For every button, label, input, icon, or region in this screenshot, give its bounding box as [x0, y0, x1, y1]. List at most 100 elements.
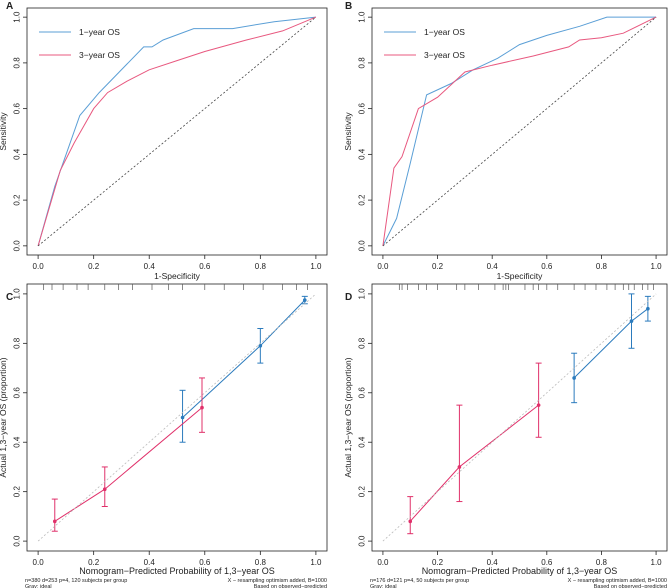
x-axis-title: Nomogram−Predicted Probability of 1,3−ye…	[79, 566, 275, 576]
plot-area	[37, 284, 317, 542]
footnote-right: X − resampling optimism added, B=1000	[228, 578, 327, 584]
legend-label: 3−year OS	[79, 50, 120, 60]
y-tick-label: 1.0	[12, 288, 21, 300]
data-point	[408, 519, 413, 524]
x-tick-label: 0.0	[377, 558, 389, 567]
x-tick-label: 0.8	[596, 262, 608, 271]
y-tick-label: 0.4	[357, 436, 366, 448]
panel-a: A 0.0 0.2 0.4 0.6 0.8 1.0 0.0 0.2 0.4 0.6 0.8 1.0 1-S…	[0, 1, 328, 281]
y-tick-label: 0.6	[12, 103, 21, 115]
y-tick-label: 0.0	[12, 535, 21, 547]
x-tick-label: 0.2	[432, 262, 444, 271]
y-tick-label: 1.0	[12, 11, 21, 23]
x-tick-label: 0.6	[199, 262, 211, 271]
plot-frame	[371, 283, 668, 552]
y-tick-label: 0.2	[357, 486, 366, 498]
series-line	[409, 404, 539, 522]
y-tick-label: 0.8	[357, 57, 366, 69]
footnote-left-2: Gray: ideal	[25, 584, 52, 588]
y-axis-title: Actual 1,3−year OS (proportion)	[343, 357, 353, 477]
y-tick-label: 0.2	[12, 486, 21, 498]
x-tick-label: 1.0	[651, 262, 663, 271]
data-point	[180, 415, 185, 420]
data-point	[572, 376, 576, 380]
panel-b: B 0.0 0.2 0.4 0.6 0.8 1.0 0.0 0.2 0.4 0.6 0.8 1.0 1-S…	[343, 1, 668, 281]
panel-d: D 0.0 0.2 0.4 0.6 0.8 1.0 0.0 0.2 0.4 0.6 0.8 1.0 Nom…	[343, 283, 668, 588]
data-point	[200, 405, 204, 410]
footnote-right-2: Based on observed−predicted	[254, 584, 327, 588]
ideal-line	[382, 293, 657, 542]
data-point	[102, 487, 107, 491]
panel-letter: B	[345, 1, 352, 12]
data-point	[52, 519, 57, 524]
y-tick-label: 0.0	[12, 240, 21, 252]
x-tick-label: 0.2	[88, 558, 100, 567]
x-tick-label: 0.8	[596, 558, 608, 567]
footnote-right: X − resampling optimism added, B=1000	[568, 578, 667, 584]
x-tick-label: 0.6	[541, 558, 553, 567]
x-tick-label: 0.4	[144, 558, 156, 567]
footnote-right-2: Based on observed−predicted	[594, 584, 667, 588]
y-tick-label: 0.0	[357, 535, 366, 547]
x-tick-label: 0.2	[432, 558, 444, 567]
x-tick-label: 1.0	[310, 558, 322, 567]
x-axis-title: 1-Specificity	[154, 271, 201, 281]
y-tick-label: 0.0	[357, 240, 366, 252]
data-point	[646, 306, 650, 311]
plot-area	[382, 284, 657, 542]
panel-letter: D	[345, 292, 352, 303]
y-tick-label: 0.4	[357, 148, 366, 160]
y-tick-label: 0.2	[12, 194, 21, 206]
series-line	[382, 16, 657, 246]
y-tick-label: 0.6	[357, 387, 366, 399]
reference-diagonal	[382, 16, 657, 247]
y-tick-label: 0.6	[12, 387, 21, 399]
data-point	[536, 403, 541, 407]
plot-area	[37, 16, 317, 247]
series-line	[37, 16, 317, 247]
series-line	[54, 407, 203, 522]
x-tick-label: 0.0	[33, 262, 45, 271]
series-line	[37, 16, 316, 247]
y-tick-label: 0.4	[12, 148, 21, 160]
y-tick-label: 0.2	[357, 194, 366, 206]
y-tick-label: 0.8	[357, 337, 366, 349]
ideal-line	[37, 293, 317, 542]
legend-label: 3−year OS	[424, 50, 465, 60]
x-tick-label: 0.8	[255, 558, 267, 567]
x-axis-title: 1-Specificity	[497, 271, 544, 281]
y-tick-label: 0.8	[12, 57, 21, 69]
data-point	[457, 465, 462, 469]
x-tick-label: 0.6	[199, 558, 211, 567]
plot-frame	[26, 7, 328, 256]
x-tick-label: 0.4	[144, 262, 156, 271]
legend-label: 1−year OS	[424, 27, 465, 37]
footnote-left-2: Gray: ideal	[370, 584, 397, 588]
y-tick-label: 0.8	[12, 337, 21, 349]
y-axis-title: Sensitivity	[343, 112, 353, 151]
y-tick-label: 1.0	[357, 11, 366, 23]
series-line	[182, 299, 306, 418]
y-axis-title: Actual 1,3−year OS (proportion)	[0, 357, 8, 477]
x-tick-label: 0.2	[88, 262, 100, 271]
series-line	[573, 308, 649, 379]
y-tick-label: 0.4	[12, 436, 21, 448]
data-point	[258, 344, 263, 348]
x-tick-label: 1.0	[310, 262, 322, 271]
x-tick-label: 0.8	[255, 262, 267, 271]
x-axis-title: Nomogram−Predicted Probability of 1,3−ye…	[422, 566, 618, 576]
x-tick-label: 0.4	[487, 262, 499, 271]
x-tick-label: 0.0	[377, 262, 389, 271]
data-point	[629, 319, 634, 323]
footnote-left: n=176 d=121 p=4, 50 subjects per group	[370, 578, 469, 584]
y-axis-title: Sensitivity	[0, 112, 8, 151]
x-tick-label: 0.0	[33, 558, 45, 567]
x-tick-label: 1.0	[651, 558, 663, 567]
panel-letter: A	[6, 1, 13, 12]
plot-frame	[26, 283, 328, 552]
panel-letter: C	[6, 292, 13, 303]
series-line	[382, 16, 657, 247]
panel-c: C 0.0 0.2 0.4 0.6 0.8 1.0 0.0 0.2 0.4 0.6 0.8 1.0 Nom…	[0, 283, 328, 588]
data-point	[302, 298, 307, 302]
